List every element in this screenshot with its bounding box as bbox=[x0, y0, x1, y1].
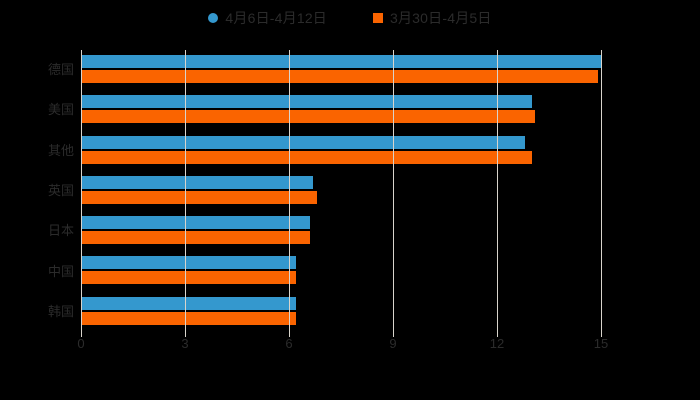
chart-legend: 4月6日-4月12日 3月30日-4月5日 bbox=[0, 6, 700, 30]
bar[interactable] bbox=[81, 311, 296, 325]
bar-group bbox=[81, 292, 601, 332]
gridline bbox=[185, 50, 186, 332]
bar[interactable] bbox=[81, 55, 601, 68]
bar-group bbox=[81, 171, 601, 211]
bar[interactable] bbox=[81, 231, 310, 245]
y-axis-category-label: 中国 bbox=[47, 263, 74, 279]
gridline bbox=[393, 50, 394, 332]
gridline bbox=[601, 50, 602, 332]
bar[interactable] bbox=[81, 256, 296, 270]
tickmark bbox=[601, 332, 602, 337]
legend-label-series-1: 3月30日-4月5日 bbox=[390, 10, 492, 26]
y-axis-category-label: 德国 bbox=[47, 62, 74, 78]
x-axis-tick-label: 9 bbox=[389, 336, 397, 351]
bar[interactable] bbox=[81, 190, 317, 204]
bar[interactable] bbox=[81, 150, 532, 164]
x-axis-tick-label: 15 bbox=[593, 336, 609, 351]
bar-group bbox=[81, 131, 601, 171]
y-axis-category-label: 美国 bbox=[47, 102, 74, 118]
y-axis-category-label: 英国 bbox=[47, 183, 74, 198]
bar[interactable] bbox=[81, 175, 314, 189]
bar[interactable] bbox=[81, 70, 598, 83]
tickmark bbox=[289, 332, 290, 337]
bar[interactable] bbox=[81, 296, 296, 310]
bars-layer bbox=[81, 50, 601, 332]
x-axis-labels: 0 3 6 9 12 15 bbox=[0, 336, 700, 356]
y-axis-category-label: 日本 bbox=[47, 223, 74, 239]
bar[interactable] bbox=[81, 95, 532, 109]
bar-group bbox=[81, 90, 601, 130]
bar-group bbox=[81, 211, 601, 251]
legend-marker-square-icon bbox=[373, 13, 383, 23]
y-axis-category-label: 其他 bbox=[47, 142, 74, 158]
x-axis-tick-label: 12 bbox=[489, 336, 505, 351]
y-axis-labels: 德国美国其他英国日本中国韩国 bbox=[0, 50, 74, 332]
gridline bbox=[289, 50, 290, 332]
legend-item-series-0[interactable]: 4月6日-4月12日 bbox=[208, 11, 327, 25]
legend-marker-circle-icon bbox=[208, 13, 219, 23]
y-axis-category-label: 韩国 bbox=[47, 303, 74, 319]
tickmark bbox=[81, 332, 82, 337]
bar-group bbox=[81, 50, 601, 90]
bar-group bbox=[81, 251, 601, 291]
bar[interactable] bbox=[81, 216, 310, 230]
legend-label-series-0: 4月6日-4月12日 bbox=[225, 10, 327, 26]
tickmark bbox=[185, 332, 186, 337]
plot-area bbox=[81, 50, 602, 332]
gridline bbox=[497, 50, 498, 332]
tickmark bbox=[497, 332, 498, 337]
x-axis-tick-label: 3 bbox=[181, 336, 189, 351]
x-axis-tick-label: 6 bbox=[285, 336, 293, 351]
bar[interactable] bbox=[81, 135, 525, 149]
y-axis-line bbox=[81, 50, 82, 332]
x-axis-tick-label: 0 bbox=[77, 336, 85, 351]
tickmark bbox=[393, 332, 394, 337]
bar[interactable] bbox=[81, 110, 536, 124]
bar[interactable] bbox=[81, 271, 296, 285]
legend-item-series-1[interactable]: 3月30日-4月5日 bbox=[373, 11, 492, 25]
